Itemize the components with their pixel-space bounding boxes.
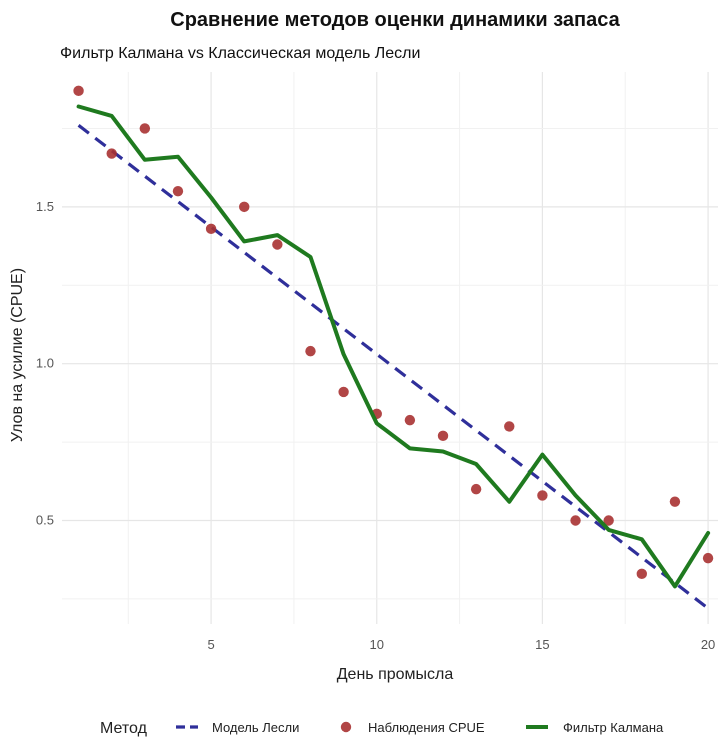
chart-title: Сравнение методов оценки динамики запаса bbox=[170, 9, 620, 31]
tick-labels: 5 10 15 20 0.5 1.0 1.5 bbox=[36, 199, 715, 652]
legend-key-observations bbox=[340, 721, 352, 733]
observation-point bbox=[636, 568, 647, 580]
series-observations bbox=[73, 85, 714, 580]
x-axis-title: День промысла bbox=[337, 666, 454, 683]
observation-point bbox=[537, 490, 548, 501]
observation-point bbox=[73, 85, 84, 97]
observation-point bbox=[139, 123, 151, 134]
legend-label-observations: Наблюдения CPUE bbox=[368, 720, 485, 735]
observation-point bbox=[603, 515, 614, 526]
observation-point bbox=[338, 386, 349, 398]
observation-point bbox=[205, 223, 217, 235]
observation-point bbox=[172, 185, 184, 197]
legend-title: Метод bbox=[100, 720, 148, 737]
y-axis-title: Улов на усилие (CPUE) bbox=[9, 268, 26, 442]
x-tick-label: 10 bbox=[370, 637, 384, 652]
y-tick-label: 1.5 bbox=[36, 199, 54, 214]
x-tick-label: 5 bbox=[207, 637, 214, 652]
y-tick-label: 0.5 bbox=[36, 513, 54, 528]
legend: Метод Модель Лесли Наблюдения CPUE Фильтр К… bbox=[100, 720, 664, 737]
observation-point bbox=[404, 414, 416, 426]
observation-point bbox=[570, 515, 581, 526]
observation-point bbox=[669, 496, 681, 507]
kalman-line bbox=[76, 104, 711, 589]
observation-point bbox=[702, 552, 714, 564]
observation-point bbox=[504, 421, 515, 432]
x-tick-label: 20 bbox=[701, 637, 715, 652]
x-tick-label: 15 bbox=[535, 637, 549, 652]
observation-point bbox=[106, 148, 117, 159]
legend-label-leslie: Модель Лесли bbox=[212, 720, 299, 735]
observation-point bbox=[272, 239, 283, 250]
series-leslie bbox=[77, 124, 710, 610]
legend-label-kalman: Фильтр Калмана bbox=[563, 720, 664, 735]
observation-point bbox=[239, 201, 250, 213]
observation-point bbox=[437, 430, 449, 442]
y-tick-label: 1.0 bbox=[36, 356, 54, 371]
observation-point bbox=[305, 345, 316, 357]
observation-point bbox=[470, 483, 482, 495]
series-kalman bbox=[76, 104, 711, 589]
leslie-line bbox=[77, 124, 710, 610]
chart-subtitle: Фильтр Калмана vs Классическая модель Ле… bbox=[60, 45, 420, 62]
